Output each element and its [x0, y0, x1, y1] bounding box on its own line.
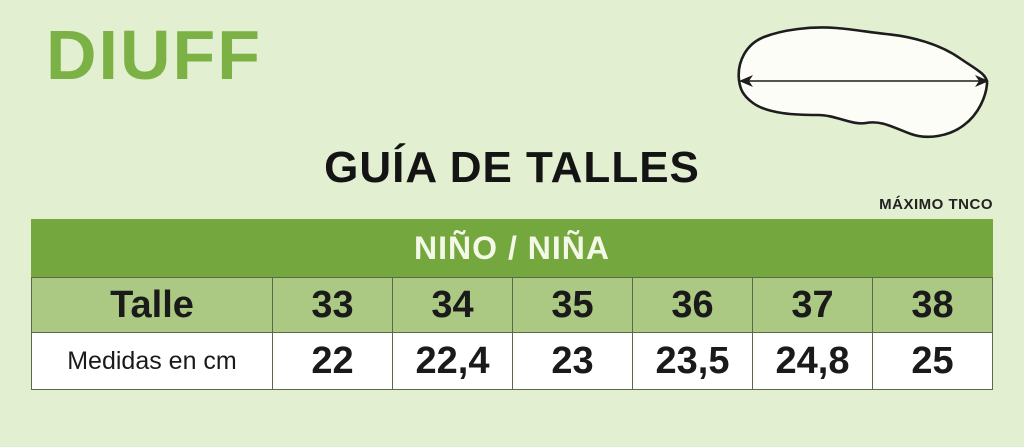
size-cell: 36 [632, 277, 752, 333]
size-row: Talle 33 34 35 36 37 38 [31, 277, 993, 333]
arrowhead-left-icon [739, 75, 753, 87]
size-cell: 37 [752, 277, 872, 333]
size-cell: 34 [392, 277, 512, 333]
measure-cell: 22 [272, 333, 392, 390]
shoe-sole-icon [737, 26, 989, 138]
arrowhead-right-icon [975, 75, 989, 87]
brand-logo: DIUFF [46, 16, 263, 94]
size-cell: 38 [872, 277, 993, 333]
group-header-label: NIÑO / NIÑA [414, 229, 610, 266]
table-group-header: NIÑO / NIÑA [31, 219, 993, 277]
measure-cell: 23 [512, 333, 632, 390]
measure-cell: 22,4 [392, 333, 512, 390]
size-table: NIÑO / NIÑA Talle 33 34 35 36 37 38 Medi… [31, 219, 993, 390]
measure-row: Medidas en cm 22 22,4 23 23,5 24,8 25 [31, 333, 993, 390]
measure-cell: 23,5 [632, 333, 752, 390]
maximo-tnco-note: MÁXIMO TNCO [879, 196, 993, 213]
page-title: GUÍA DE TALLES [324, 143, 700, 192]
sole-outline [737, 26, 989, 138]
shoe-sole-diagram [734, 18, 994, 146]
measure-cell: 25 [872, 333, 993, 390]
measure-cell: 24,8 [752, 333, 872, 390]
size-cell: 33 [272, 277, 392, 333]
size-cell: 35 [512, 277, 632, 333]
measure-row-label: Medidas en cm [31, 333, 272, 390]
size-row-label: Talle [31, 277, 272, 333]
